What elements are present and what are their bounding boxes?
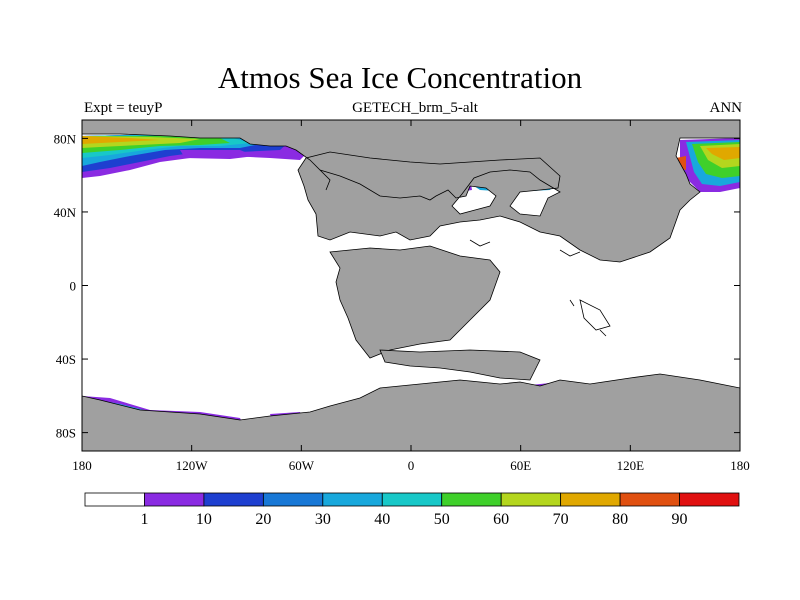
colorbar-label: 50 xyxy=(434,511,450,528)
colorbar-label: 30 xyxy=(315,511,331,528)
y-tick-label: 40S xyxy=(56,352,76,367)
colorbar-swatch xyxy=(84,492,145,507)
y-tick-label: 40N xyxy=(54,205,77,220)
colorbar-label: 10 xyxy=(196,511,212,528)
colorbar-swatch xyxy=(560,492,621,507)
x-tick-label: 0 xyxy=(408,458,415,473)
colorbar-swatch xyxy=(322,492,383,507)
colorbar-swatch xyxy=(679,492,740,507)
x-tick-label: 120W xyxy=(176,458,209,473)
coastline-details xyxy=(319,169,607,337)
plot-title: Atmos Sea Ice Concentration xyxy=(217,60,583,95)
colorbar-swatch xyxy=(381,492,443,507)
y-tick-label: 80N xyxy=(54,131,77,146)
x-tick-label: 60E xyxy=(510,458,531,473)
colorbar-label: 1 xyxy=(140,511,148,528)
x-tick-label: 180 xyxy=(730,458,750,473)
x-tick-label: 120E xyxy=(617,458,645,473)
x-tick-label: 60W xyxy=(289,458,315,473)
colorbar-swatch xyxy=(203,492,264,507)
colorbar: 1 10 20 30 40 50 60 70 80 90 xyxy=(84,492,740,528)
colorbar-label: 20 xyxy=(255,511,271,528)
period-label: ANN xyxy=(709,100,743,116)
colorbar-swatch xyxy=(144,492,205,507)
colorbar-swatch xyxy=(441,492,502,507)
colorbar-label: 90 xyxy=(672,511,688,528)
colorbar-label: 40 xyxy=(374,511,390,528)
map-axes: 180 120W 60W 0 60E 120E 180 80N 40N 0 40S 80S xyxy=(54,120,750,473)
y-tick-label: 80S xyxy=(56,426,76,441)
y-tick-label: 0 xyxy=(70,279,77,294)
colorbar-swatch xyxy=(500,492,562,507)
dataset-label: GETECH_brm_5-alt xyxy=(352,100,478,116)
colorbar-label: 60 xyxy=(493,511,509,528)
map-panel xyxy=(82,120,740,451)
x-tick-label: 180 xyxy=(72,458,92,473)
colorbar-swatch xyxy=(619,492,680,507)
colorbar-label: 80 xyxy=(612,511,628,528)
colorbar-label: 70 xyxy=(553,511,569,528)
land-masses xyxy=(82,120,740,451)
colorbar-swatch xyxy=(262,492,324,507)
experiment-label: Expt = teuyP xyxy=(84,100,163,116)
